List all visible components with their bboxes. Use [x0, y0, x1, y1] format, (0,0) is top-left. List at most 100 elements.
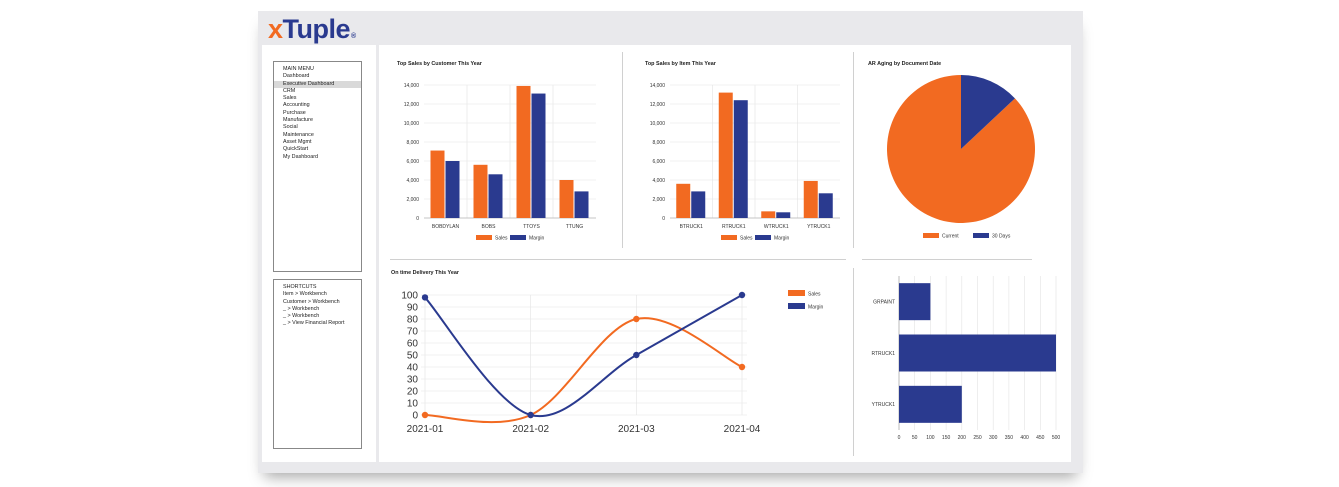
shortcut-item[interactable]: Item > Workbench — [283, 291, 327, 298]
divider — [622, 52, 623, 248]
shortcut-item[interactable]: _ > View Financial Report — [283, 320, 345, 327]
horizontal-bar-chart: 0 50 100 150 200 250 300 350 400 450 500 GRPAINT RTR… — [871, 276, 1061, 441]
y-tick-label: YTRUCK1 — [872, 402, 896, 408]
y-tick-label: 10 — [407, 399, 419, 410]
shortcut-item[interactable]: _ > Workbench — [283, 313, 320, 320]
shortcut-item[interactable]: Customer > Workbench — [283, 298, 340, 305]
x-tick-label: BOBS — [482, 224, 497, 230]
bar-sales — [430, 150, 445, 218]
menu-item-social[interactable]: Social — [283, 124, 298, 131]
bar-sales — [473, 164, 488, 218]
menu-item-crm[interactable]: CRM — [283, 87, 296, 94]
legend-label: Current — [942, 234, 959, 240]
shortcut-item[interactable]: _ > Workbench — [283, 305, 320, 312]
menu-item-accounting[interactable]: Accounting — [283, 102, 310, 109]
x-tick-label: WTRUCK1 — [764, 224, 789, 230]
y-tick-label: 14,000 — [650, 83, 666, 89]
chart-title-sales-by-customer: Top Sales by Customer This Year — [397, 61, 482, 67]
legend-swatch-sales — [788, 290, 805, 296]
y-tick-label: 2,000 — [406, 197, 419, 203]
y-tick-label: RTRUCK1 — [871, 351, 895, 357]
legend-swatch-margin — [788, 303, 805, 309]
x-tick-label: 400 — [1020, 435, 1029, 441]
xtuple-logo: x Tuple ® — [268, 14, 356, 44]
hbar — [899, 385, 962, 423]
y-tick-label: 4,000 — [652, 178, 665, 184]
y-tick-label: 40 — [407, 363, 419, 374]
y-tick-label: 90 — [407, 303, 419, 314]
legend-swatch-30-days — [973, 233, 989, 238]
y-tick-label: 0 — [662, 216, 665, 222]
menu-item-manufacture[interactable]: Manufacture — [283, 117, 313, 124]
data-point-margin — [421, 294, 429, 301]
data-point-margin — [738, 291, 746, 299]
menu-item-asset-mgmt[interactable]: Asset Mgmt — [283, 138, 312, 145]
x-tick-label: 200 — [958, 435, 967, 441]
x-tick-label: 150 — [942, 435, 951, 441]
bar-sales — [516, 85, 531, 218]
y-tick-label: 12,000 — [404, 102, 420, 108]
x-tick-label: 2021-04 — [724, 424, 761, 435]
sales-by-item-chart: 0 2,000 4,000 6,000 8,000 10,000 12,000 14,000 B… — [650, 83, 840, 242]
y-tick-label: 20 — [407, 387, 419, 398]
bar-sales — [559, 180, 574, 218]
divider — [853, 268, 854, 456]
legend-swatch-sales — [476, 235, 492, 240]
bar-margin — [531, 93, 546, 218]
y-tick-label: 100 — [401, 291, 418, 302]
menu-item-executive-dashboard[interactable]: Executive Dashboard — [274, 80, 361, 88]
hbar — [899, 283, 931, 321]
series-line-sales — [424, 317, 743, 424]
x-tick-label: 0 — [898, 435, 901, 441]
menu-item-my-dashboard[interactable]: My Dashboard — [283, 153, 319, 160]
data-point-sales — [421, 411, 429, 419]
menu-item-maintenance[interactable]: Maintenance — [283, 131, 314, 138]
y-tick-label: 50 — [407, 351, 419, 362]
x-tick-label: 2021-02 — [512, 424, 549, 435]
x-tick-label: 350 — [1005, 435, 1014, 441]
legend-label: Sales — [808, 292, 821, 298]
y-tick-label: 0 — [412, 411, 418, 422]
menu-item-dashboard[interactable]: Dashboard — [283, 73, 310, 80]
ar-aging-pie-chart: Current 30 Days — [887, 75, 1035, 240]
bar-margin — [488, 174, 503, 218]
y-tick-label: 60 — [407, 339, 419, 350]
y-tick-label: GRPAINT — [873, 299, 895, 305]
legend-label: 30 Days — [992, 234, 1011, 240]
sales-by-customer-chart: 0 2,000 4,000 6,000 8,000 10,000 12,000 14,000 B… — [404, 83, 596, 242]
divider — [862, 259, 1032, 260]
bar-sales — [718, 92, 733, 218]
x-tick-label: 50 — [912, 435, 918, 441]
legend-label: Margin — [808, 305, 824, 311]
chart-title-sales-by-item: Top Sales by Item This Year — [645, 61, 716, 67]
y-tick-label: 6,000 — [406, 159, 419, 165]
menu-item-quickstart[interactable]: QuickStart — [283, 146, 309, 153]
y-tick-label: 4,000 — [406, 178, 419, 184]
legend-swatch-current — [923, 233, 939, 238]
chart-title-on-time-delivery: On time Delivery This Year — [391, 270, 459, 276]
bar-margin — [574, 191, 589, 218]
hbar — [899, 334, 1056, 372]
legend-label: Margin — [774, 236, 790, 242]
x-tick-label: BOBDYLAN — [432, 224, 460, 230]
shortcuts-heading: SHORTCUTS — [283, 284, 317, 290]
legend-label: Margin — [529, 236, 545, 242]
divider — [390, 259, 846, 260]
bar-sales — [761, 211, 776, 218]
legend-label: Sales — [495, 236, 508, 242]
x-tick-label: TTUNG — [566, 224, 583, 230]
legend-swatch-margin — [510, 235, 526, 240]
menu-item-sales[interactable]: Sales — [283, 95, 297, 102]
chart-title-ar-aging: AR Aging by Document Date — [868, 61, 942, 67]
y-tick-label: 8,000 — [406, 140, 419, 146]
menu-item-purchase[interactable]: Purchase — [283, 109, 306, 116]
shortcuts-panel: SHORTCUTS Item > Workbench Customer > Wor… — [273, 279, 362, 449]
y-tick-label: 80 — [407, 315, 419, 326]
x-tick-label: 500 — [1052, 435, 1061, 441]
x-tick-label: 2021-03 — [618, 424, 655, 435]
x-tick-label: 2021-01 — [407, 424, 444, 435]
bar-margin — [776, 212, 791, 218]
bar-sales — [803, 180, 818, 218]
y-tick-label: 70 — [407, 327, 419, 338]
